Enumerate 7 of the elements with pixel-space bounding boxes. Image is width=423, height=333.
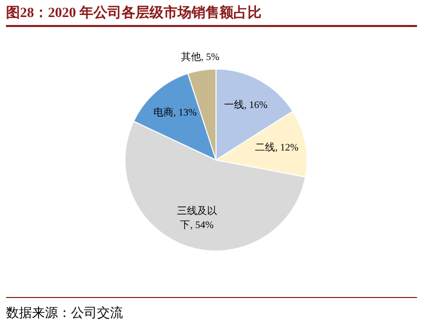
source-note: 数据来源：公司交流 [6, 304, 124, 322]
chart-title: 图28：2020 年公司各层级市场销售额占比 [6, 4, 417, 27]
slice-label: 二线, 12% [255, 142, 298, 154]
slice-label: 其他, 5% [181, 51, 220, 64]
slice-label: 电商, 13% [153, 106, 197, 119]
slice-label: 三线及以下, 54% [176, 205, 217, 232]
slice-label: 一线, 16% [224, 99, 268, 112]
